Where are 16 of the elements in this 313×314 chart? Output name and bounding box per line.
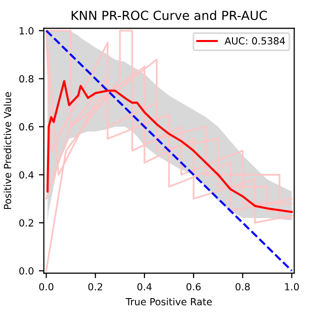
y-tick-label: 0.4 <box>19 171 34 179</box>
y-tick-label: 0.8 <box>19 75 34 83</box>
x-tick-label: 0.8 <box>236 283 250 290</box>
y-tick-label: 0.2 <box>19 219 34 227</box>
y-tick-label: 1.0 <box>20 27 34 34</box>
legend-label: AUC: 0.5384 <box>224 37 285 45</box>
x-tick-label: 0.0 <box>39 283 54 290</box>
x-tick-label: 1.0 <box>285 283 299 290</box>
x-tick-label: 0.6 <box>186 283 201 290</box>
chart-title: KNN PR-ROC Curve and PR-AUC <box>72 10 267 20</box>
y-axis-title: Positive Predictive Value <box>4 92 12 209</box>
x-tick-label: 0.2 <box>88 283 102 290</box>
y-tick-label: 0.0 <box>19 267 34 275</box>
x-tick-label: 0.4 <box>137 283 152 290</box>
x-axis-title: True Positive Rate <box>126 298 212 306</box>
y-tick-label: 0.6 <box>19 123 34 131</box>
